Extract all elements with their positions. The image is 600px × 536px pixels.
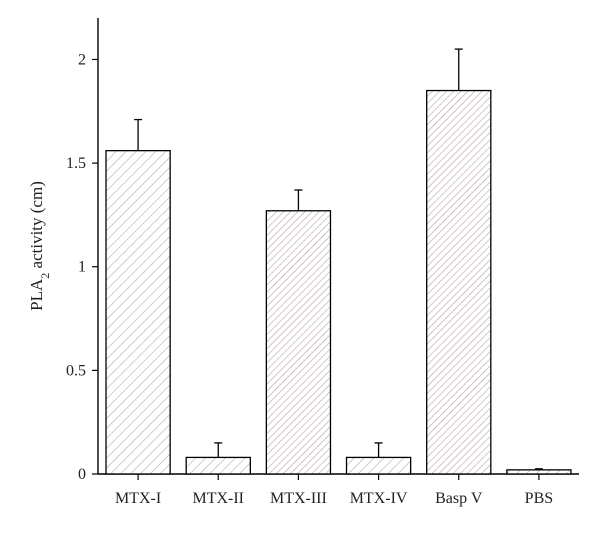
x-tick-label: MTX-IV bbox=[350, 490, 408, 507]
bar bbox=[345, 456, 412, 475]
bar bbox=[506, 469, 572, 475]
y-tick-label: 2 bbox=[78, 51, 86, 68]
error-bars bbox=[134, 48, 543, 470]
bar bbox=[426, 89, 492, 475]
bar bbox=[265, 210, 332, 475]
bar bbox=[105, 150, 171, 475]
y-axis-label-main: PLA bbox=[27, 278, 46, 311]
y-axis-label-rest: activity (cm) bbox=[27, 181, 46, 273]
x-tick-label: MTX-I bbox=[115, 490, 161, 507]
y-axis-ticks: 0 0.5 1 1.5 2 bbox=[66, 51, 98, 483]
bars bbox=[105, 89, 572, 475]
y-tick-label: 1 bbox=[78, 259, 86, 276]
x-tick-label: MTX-III bbox=[270, 490, 327, 507]
y-tick-label: 0 bbox=[78, 466, 86, 483]
x-tick-label: PBS bbox=[525, 490, 553, 507]
plot-frame bbox=[97, 18, 579, 475]
y-axis-label-sub: 2 bbox=[38, 273, 52, 279]
bar bbox=[185, 456, 251, 475]
y-axis-label: PLA2 activity (cm) bbox=[27, 181, 52, 311]
x-tick-label: Basp V bbox=[435, 490, 483, 507]
x-tick-label: MTX-II bbox=[192, 490, 244, 507]
y-tick-label: 0.5 bbox=[66, 362, 86, 379]
x-axis-ticks: MTX-I MTX-II MTX-III MTX-IV Basp V PBS bbox=[115, 474, 553, 507]
y-tick-label: 1.5 bbox=[66, 155, 86, 172]
